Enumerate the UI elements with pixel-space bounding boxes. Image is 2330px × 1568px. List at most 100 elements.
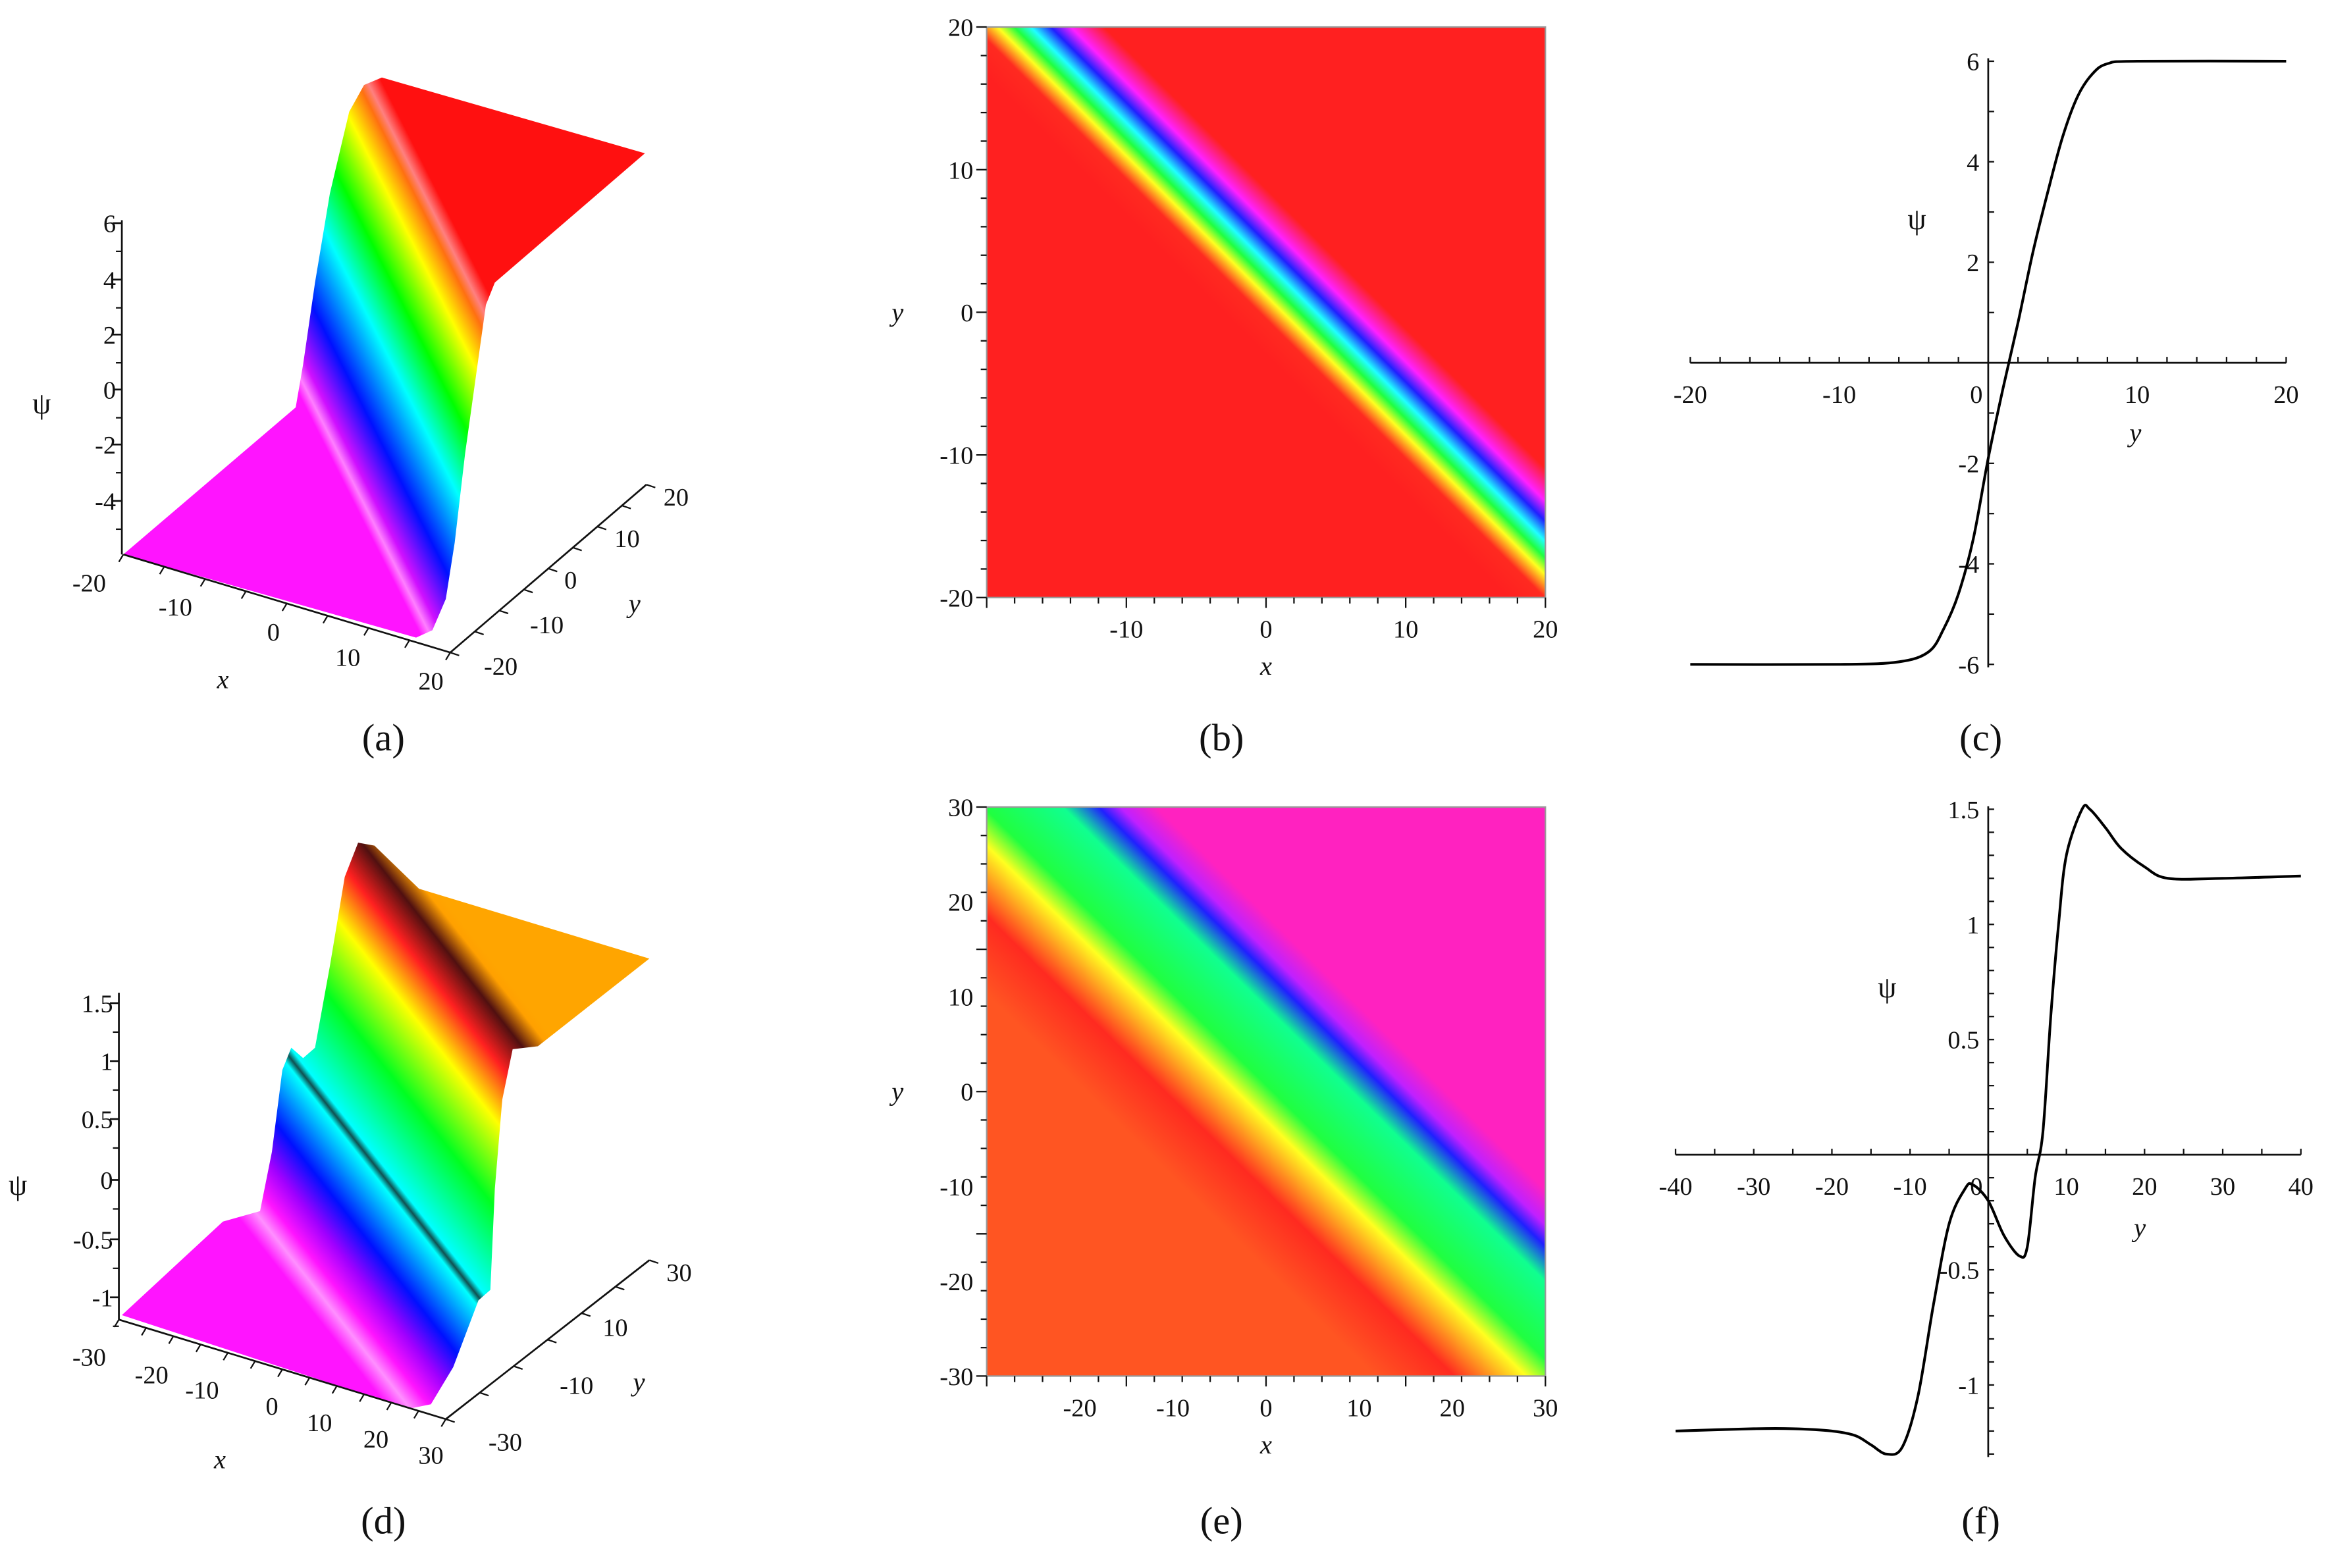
- x-tick-label: -20: [72, 570, 106, 598]
- caption-b: (b): [1199, 716, 1244, 759]
- x-tick-label: 0: [1259, 616, 1272, 644]
- y-tick-label: -30: [940, 1363, 973, 1391]
- x-tick-label: 20: [1533, 616, 1558, 644]
- y-tick-label: 20: [664, 484, 689, 511]
- x-tick: [195, 1344, 201, 1353]
- x-tick-label: 10: [2125, 381, 2150, 409]
- z-axis-label: ψ: [9, 1168, 27, 1201]
- x-tick-label: -10: [1893, 1173, 1927, 1201]
- series-line: [1675, 803, 2301, 1456]
- x-tick-label: -20: [1674, 381, 1707, 409]
- y-axis-label: y: [889, 298, 904, 327]
- x-axis-label: x: [1259, 1430, 1272, 1459]
- x-tick: [386, 1402, 392, 1411]
- x-tick-label: 0: [1970, 381, 1982, 409]
- y-tick: [649, 1259, 659, 1264]
- x-tick: [199, 578, 206, 587]
- x-tick: [168, 1336, 174, 1344]
- y-tick-label: -20: [940, 1268, 973, 1296]
- y-tick-label: 4: [1967, 149, 1979, 176]
- y-tick-label: -10: [530, 612, 564, 639]
- x-tick: [359, 1394, 365, 1402]
- x-tick: [404, 640, 410, 648]
- x-tick-label: 30: [1533, 1394, 1558, 1422]
- caption-d: (d): [361, 1500, 406, 1542]
- x-tick-label: 30: [2210, 1173, 2235, 1201]
- z-tick-label: -2: [95, 432, 116, 459]
- y-tick: [615, 1286, 625, 1291]
- y-tick-label: 2: [1967, 249, 1979, 277]
- x-tick-label: 10: [1393, 616, 1418, 644]
- x-tick: [159, 566, 165, 575]
- x-tick-label: 10: [335, 644, 360, 672]
- x-tick: [118, 554, 124, 563]
- z-tick-label: 0: [100, 1167, 113, 1195]
- x-tick: [413, 1410, 419, 1419]
- x-tick: [223, 1352, 229, 1361]
- panel-f-line: -40 -30 -20 -10 0 10 20 30 401.510.5-0.5-1yψ: [1658, 797, 2314, 1457]
- x-tick-label: -20: [1815, 1173, 1849, 1201]
- x-tick: [281, 603, 288, 612]
- x-tick: [445, 652, 451, 661]
- x-tick-label: -40: [1658, 1173, 1692, 1201]
- x-tick-label: -10: [1156, 1394, 1190, 1422]
- x-tick-label: 30: [418, 1442, 443, 1470]
- x-axis-label: x: [217, 664, 229, 694]
- heatmap-e: [986, 806, 1547, 1377]
- y-tick-label: -0.5: [1940, 1257, 1980, 1285]
- y-tick: [547, 1339, 557, 1344]
- y-tick: [479, 1392, 489, 1397]
- x-tick-label: -10: [1109, 616, 1143, 644]
- x-tick-label: -20: [1063, 1394, 1097, 1422]
- surface-d: [122, 843, 650, 1409]
- y-tick-label: 1: [1967, 912, 1979, 939]
- surface-a: [123, 77, 645, 638]
- x-axis-label: x: [213, 1444, 226, 1474]
- y-tick-label: 0: [564, 567, 577, 594]
- y-axis-label: ψ: [1907, 203, 1926, 236]
- panel-e-heatmap: -20 -10 0 10 20 30 30 20 10 0 -10 -20 -30 x y: [889, 795, 1558, 1459]
- z-tick-label: 4: [103, 267, 116, 294]
- y-tick-label: 1.5: [1947, 797, 1979, 824]
- y-tick-label: 0.5: [1947, 1027, 1979, 1055]
- x-tick: [322, 615, 329, 624]
- y-tick: [548, 567, 558, 573]
- caption-e: (e): [1200, 1500, 1243, 1542]
- y-tick-label: -10: [560, 1372, 593, 1400]
- y-axis-label: y: [889, 1077, 904, 1107]
- x-tick-label: 20: [2132, 1173, 2157, 1201]
- x-tick-label: -10: [159, 594, 192, 621]
- x-tick-label: -20: [135, 1362, 169, 1390]
- axes-3d: 6420-2-4ψ-20-1001020-20-1001020xy1.510.5…: [9, 211, 692, 1475]
- y-tick-label: -20: [484, 653, 517, 681]
- y-tick: [596, 525, 607, 531]
- z-tick-label: 2: [103, 322, 116, 350]
- y-tick-label: -30: [489, 1428, 522, 1456]
- y-tick-label: 20: [948, 889, 973, 917]
- x-tick-label: 10: [307, 1409, 332, 1437]
- x-tick-label: 10: [2053, 1173, 2078, 1201]
- z-tick-label: -0.5: [73, 1226, 113, 1254]
- y-tick-label: -1: [1958, 1372, 1979, 1400]
- x-tick-label: 0: [265, 1393, 278, 1421]
- y-tick: [450, 652, 460, 656]
- panel-d-surface3d: [122, 843, 650, 1409]
- y-tick-label: 30: [948, 795, 973, 822]
- y-tick-label: -6: [1958, 652, 1979, 679]
- z-axis-label: ψ: [32, 387, 51, 420]
- x-tick-label: 10: [1346, 1394, 1371, 1422]
- y-tick: [646, 484, 656, 488]
- x-tick: [250, 1361, 256, 1369]
- x-tick: [363, 627, 369, 636]
- z-tick-label: -4: [95, 488, 116, 516]
- caption-a: (a): [362, 716, 405, 759]
- y-tick-label: -20: [940, 585, 973, 612]
- z-tick-label: 1.5: [82, 990, 113, 1018]
- x-tick: [277, 1369, 283, 1378]
- y-tick: [572, 546, 582, 552]
- caption-f: (f): [1961, 1500, 2000, 1542]
- y-tick-label: 10: [948, 984, 973, 1012]
- y-tick: [622, 505, 631, 510]
